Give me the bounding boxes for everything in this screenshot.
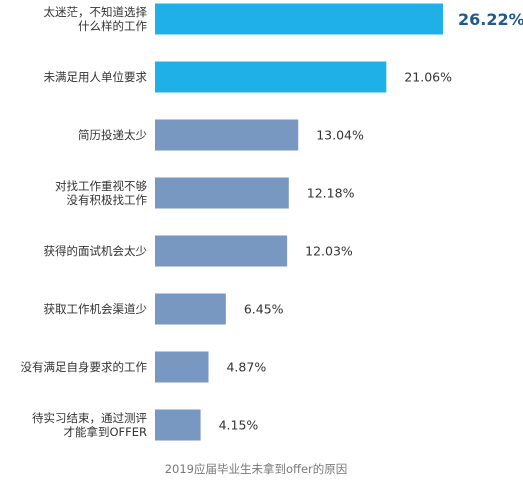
category-label-line: 未满足用人单位要求: [44, 70, 148, 84]
value-label-7: 4.87%: [226, 360, 266, 375]
chart-caption: 2019应届毕业生未拿到offer的原因: [165, 462, 348, 476]
bar-8: [155, 409, 201, 441]
category-label-line: 待实习结束，通过测评: [32, 411, 147, 425]
category-label-3: 简历投递太少: [78, 128, 147, 142]
category-label-line: 什么样的工作: [78, 19, 147, 33]
category-label-2: 未满足用人单位要求: [44, 70, 148, 84]
category-label-line: 太迷茫，不知道选择: [44, 5, 148, 19]
bars-layer: [155, 3, 443, 441]
value-label-5: 12.03%: [305, 244, 353, 259]
value-label-6: 6.45%: [244, 302, 284, 317]
category-label-line: 才能拿到OFFER: [63, 425, 147, 439]
category-label-line: 获取工作机会渠道少: [44, 302, 148, 316]
bar-6: [155, 293, 226, 325]
bar-7: [155, 351, 209, 383]
value-label-3: 13.04%: [316, 128, 364, 143]
value-label-4: 12.18%: [307, 186, 355, 201]
bar-3: [155, 119, 299, 151]
category-label-line: 没有积极找工作: [67, 193, 148, 207]
labels-layer: 26.22% 太迷茫，不知道选择什么样的工作 21.06% 未满足用人单位要求 13.0…: [21, 5, 523, 439]
value-label-1: 26.22%: [458, 10, 523, 29]
category-label-1: 太迷茫，不知道选择什么样的工作: [44, 5, 148, 33]
category-label-line: 没有满足自身要求的工作: [21, 360, 148, 374]
category-label-7: 没有满足自身要求的工作: [21, 360, 148, 374]
category-label-8: 待实习结束，通过测评才能拿到OFFER: [32, 411, 147, 439]
category-label-6: 获取工作机会渠道少: [44, 302, 148, 316]
category-label-5: 获得的面试机会太少: [44, 244, 148, 258]
category-label-line: 获得的面试机会太少: [44, 244, 148, 258]
bar-1: [155, 3, 443, 35]
value-label-2: 21.06%: [404, 70, 452, 85]
category-label-4: 对找工作重视不够没有积极找工作: [55, 179, 147, 207]
bar-5: [155, 235, 288, 267]
value-label-8: 4.15%: [219, 418, 259, 433]
category-label-line: 对找工作重视不够: [55, 179, 147, 193]
bar-2: [155, 61, 387, 93]
bar-4: [155, 177, 289, 209]
category-label-line: 简历投递太少: [78, 128, 147, 142]
